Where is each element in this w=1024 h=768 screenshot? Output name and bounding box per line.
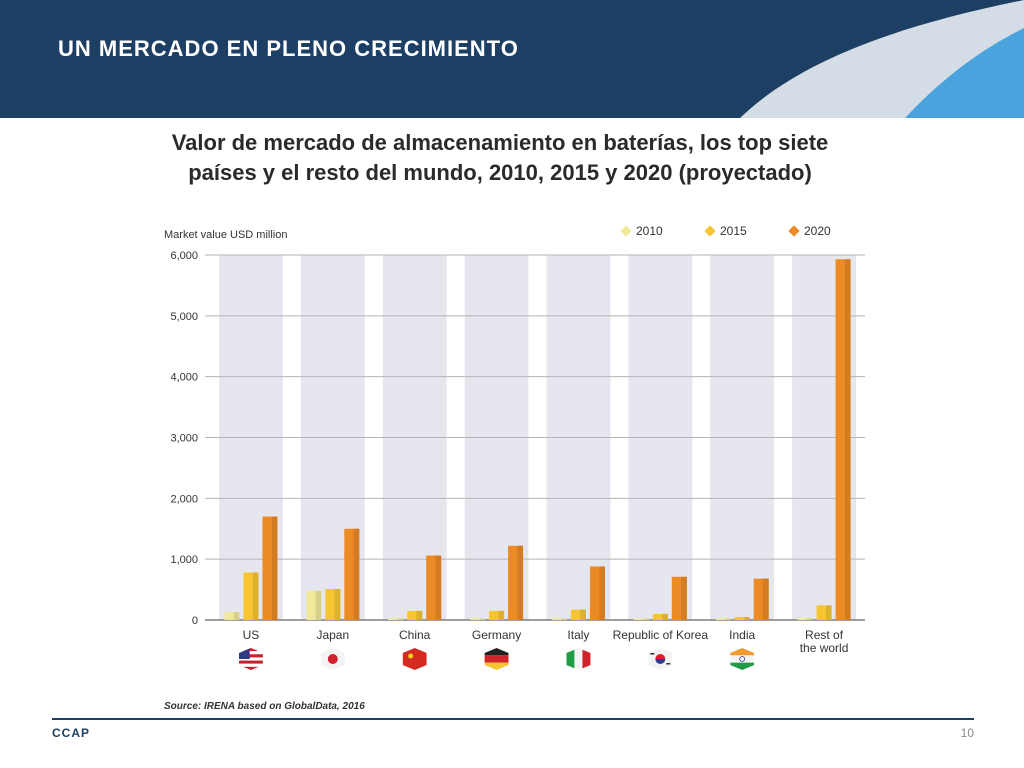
italy-flag-icon	[566, 648, 591, 670]
category-label: Italy	[567, 628, 589, 642]
category-label: China	[399, 628, 431, 642]
bar-2010-5	[551, 618, 567, 620]
source-note: Source: IRENA based on GlobalData, 2016	[164, 701, 365, 712]
subtitle-line-2: países y el resto del mundo, 2010, 2015 …	[188, 160, 812, 185]
bar-side-2020-8	[844, 259, 851, 620]
bar-side-2020-4	[517, 545, 524, 620]
bar-side-2015-5	[580, 609, 586, 620]
slide-title: UN MERCADO EN PLENO CRECIMIENTO	[58, 36, 519, 61]
bar-2010-4	[470, 618, 486, 620]
y-tick-label: 4,000	[170, 372, 198, 384]
bar-side-2010-5	[561, 618, 567, 620]
bar-side-2015-4	[498, 610, 505, 620]
bar-side-2010-1	[233, 612, 240, 620]
bar-2015-3	[407, 610, 423, 620]
germany-flag-icon	[484, 648, 509, 670]
china-flag-icon	[402, 648, 427, 670]
subtitle-line-1: Valor de mercado de almacenamiento en ba…	[171, 130, 829, 155]
category-label: US	[243, 628, 260, 642]
category-label: Japan	[316, 628, 349, 642]
bar-side-2010-8	[806, 618, 813, 620]
bar-side-2020-5	[599, 566, 605, 620]
bar-2010-1	[224, 612, 240, 620]
bar-side-2020-2	[353, 528, 360, 620]
bar-side-2020-3	[435, 555, 442, 620]
bar-chart: Market value USD million 0 1,000 2,000 3,000…	[164, 224, 865, 712]
legend-label-2020: 2020	[804, 224, 831, 238]
legend-marker-2020	[788, 225, 800, 237]
bar-side-2010-7	[724, 618, 731, 620]
bar-side-2020-1	[271, 516, 278, 620]
bar-side-2020-6	[681, 576, 687, 620]
japan-flag-icon	[320, 648, 345, 670]
category-label: Rest of	[805, 628, 844, 642]
category-label: Germany	[472, 628, 521, 642]
bar-side-2010-4	[479, 618, 486, 620]
bar-2010-3	[388, 618, 404, 620]
bar-2015-7	[734, 616, 750, 620]
chart-subtitle: Valor de mercado de almacenamiento en ba…	[60, 128, 940, 188]
bar-2015-4	[489, 610, 505, 620]
bar-2010-6	[633, 618, 649, 620]
us-flag-icon	[238, 648, 263, 670]
legend-marker-2015	[704, 225, 716, 237]
bar-2010-7	[715, 618, 731, 620]
bar-side-2015-7	[743, 616, 750, 620]
header-banner: UN MERCADO EN PLENO CRECIMIENTO	[0, 0, 1024, 118]
bar-side-2015-6	[662, 613, 668, 620]
india-flag-icon	[730, 648, 755, 670]
category-label: the world	[800, 641, 849, 655]
page-number: 10	[960, 726, 974, 740]
bar-2015-6	[652, 613, 668, 620]
korea-flag-icon	[648, 648, 673, 670]
legend-label-2010: 2010	[636, 224, 663, 238]
y-tick-label: 2,000	[170, 493, 198, 505]
legend-marker-2010	[620, 225, 632, 237]
header-swoosh-decoration	[740, 0, 1024, 118]
bar-side-2010-3	[397, 618, 404, 620]
bar-side-2015-1	[252, 572, 259, 620]
bar-side-2015-3	[416, 610, 423, 620]
bar-side-2015-2	[334, 588, 341, 620]
y-axis-label: Market value USD million	[164, 229, 287, 241]
bar-side-2020-7	[762, 578, 769, 620]
bar-2015-5	[570, 609, 586, 620]
y-tick-label: 1,000	[170, 554, 198, 566]
bar-side-2010-6	[643, 618, 649, 620]
bar-side-2010-2	[315, 590, 322, 620]
y-tick-label: 0	[192, 615, 198, 627]
footer-divider	[52, 718, 974, 720]
y-tick-label: 5,000	[170, 311, 198, 323]
y-tick-label: 3,000	[170, 433, 198, 445]
category-label: India	[729, 628, 755, 642]
footer-brand: CCAP	[52, 726, 91, 740]
y-tick-label: 6,000	[170, 250, 198, 262]
bar-2010-8	[797, 618, 813, 620]
category-label: Republic of Korea	[613, 628, 709, 642]
bar-side-2015-8	[825, 605, 832, 620]
legend-label-2015: 2015	[720, 224, 747, 238]
